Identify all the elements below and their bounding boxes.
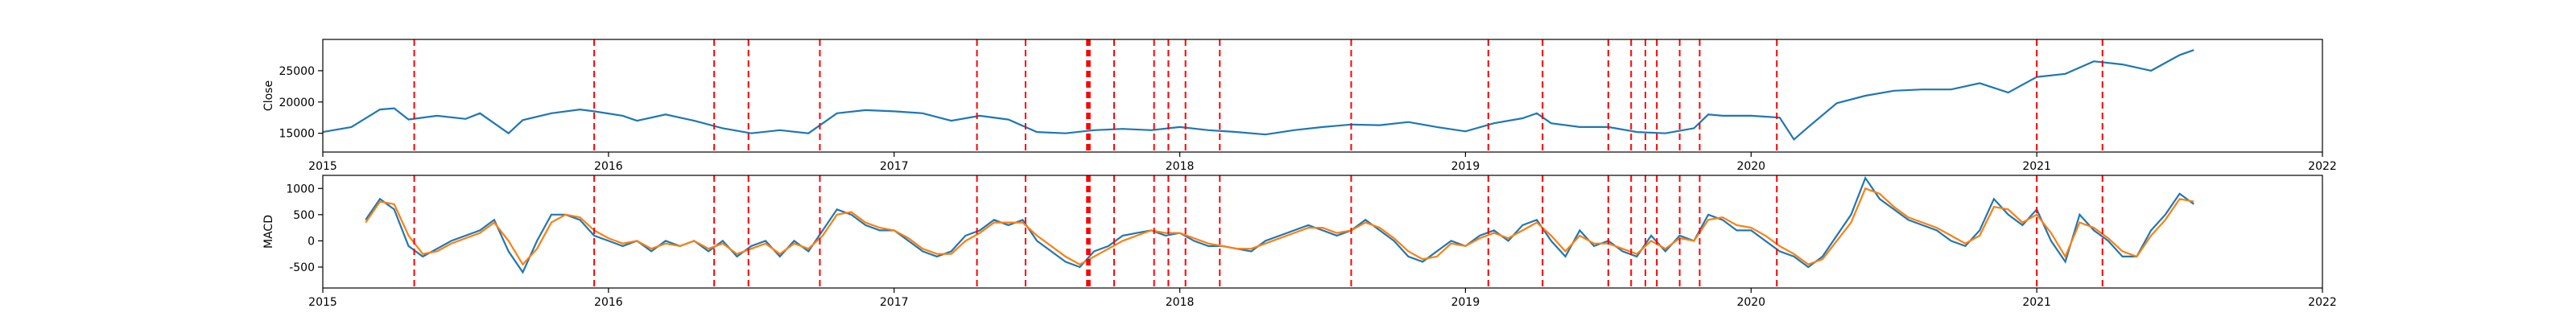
plot-frame — [322, 39, 2323, 153]
x-tick-label: 2015 — [308, 160, 337, 173]
x-tick-label: 2020 — [1736, 296, 1765, 309]
x-tick-label: 2016 — [594, 296, 623, 309]
x-tick-label: 2019 — [1451, 160, 1480, 173]
x-tick-label: 2017 — [880, 160, 909, 173]
x-tick-label: 2018 — [1166, 296, 1195, 309]
x-tick-label: 2022 — [2308, 160, 2337, 173]
plot-frame — [322, 175, 2323, 289]
x-tick-label: 2020 — [1736, 160, 1765, 173]
x-tick-label: 2021 — [2022, 160, 2051, 173]
y-tick-label: 0 — [308, 235, 315, 248]
x-tick-label: 2018 — [1166, 160, 1195, 173]
series-line-1 — [365, 175, 2194, 274]
x-tick-label: 2015 — [308, 296, 337, 309]
y-tick-label: 1000 — [286, 183, 315, 195]
chart-panel-1: 2015 2016 2017 2018 2019 2020 2021 2022 15000 200… — [262, 39, 2337, 173]
y-tick-label: 25000 — [279, 65, 315, 78]
y-axis-label: Close — [262, 80, 275, 111]
y-axis-label: MACD — [262, 215, 275, 249]
x-tick-label: 2021 — [2022, 296, 2051, 309]
series-line-1 — [323, 49, 2194, 142]
y-tick-label: 15000 — [279, 128, 315, 141]
chart-panel-2: 2015 2016 2017 2018 2019 2020 2021 2022 -500 0 500… — [262, 175, 2337, 309]
y-tick-label: -500 — [289, 261, 315, 274]
x-tick-label: 2017 — [880, 296, 909, 309]
y-tick-label: 500 — [293, 209, 315, 222]
x-tick-label: 2019 — [1451, 296, 1480, 309]
x-tick-label: 2022 — [2308, 296, 2337, 309]
x-tick-label: 2016 — [594, 160, 623, 173]
series-line-2 — [365, 187, 2194, 266]
y-tick-label: 20000 — [279, 97, 315, 109]
